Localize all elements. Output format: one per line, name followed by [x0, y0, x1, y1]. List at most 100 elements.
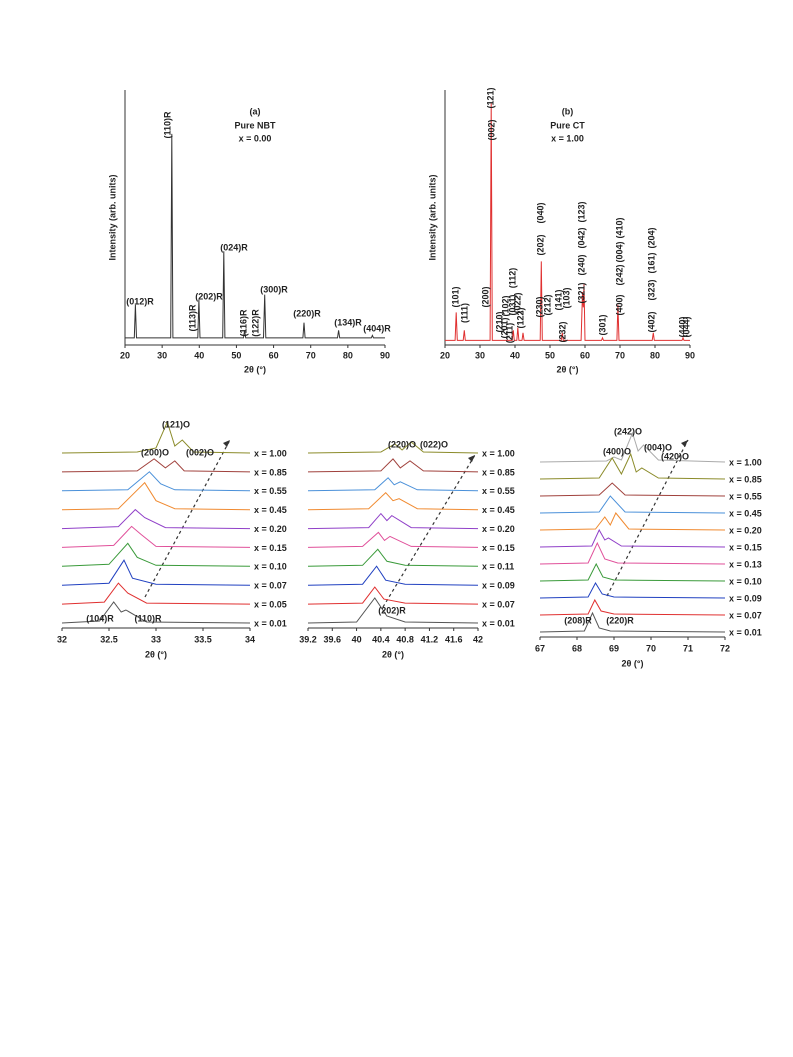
x-tick-label: 90: [685, 350, 695, 360]
x-tick-label: 40: [510, 350, 520, 360]
x-tick-label: 20: [440, 350, 450, 360]
spectrum-line: [61, 481, 251, 511]
peak-label: (002)O: [186, 447, 214, 457]
series-label: x = 0.85: [729, 474, 762, 484]
spectrum-line: [307, 586, 479, 605]
x-tick-label: 60: [580, 350, 590, 360]
peak-label: (012)R: [126, 296, 154, 306]
series-label: x = 0.09: [729, 593, 762, 603]
series-label: x = 1.00: [729, 457, 762, 467]
peak-label: (230): [534, 296, 544, 317]
x-tick-label: 41.6: [445, 634, 463, 644]
peak-label: (212): [542, 294, 552, 315]
peak-label: (232): [557, 321, 567, 342]
panel-note: x = 1.00: [551, 133, 584, 143]
peak-label: (134)R: [334, 317, 362, 327]
series-label: x = 0.45: [729, 508, 762, 518]
series-label: x = 1.00: [254, 448, 287, 458]
peak-label: (031): [507, 294, 517, 315]
x-tick-label: 30: [157, 350, 167, 360]
peak-label: (300)R: [260, 284, 288, 294]
x-tick-label: 42: [473, 634, 483, 644]
spectrum-line: [307, 565, 479, 586]
pattern-line: [125, 133, 385, 339]
peak-label: (044): [681, 316, 691, 337]
x-tick-label: 30: [475, 350, 485, 360]
x-tick-label: 90: [380, 350, 390, 360]
series-label: x = 0.55: [482, 486, 515, 496]
series-label: x = 0.01: [254, 618, 287, 628]
series-label: x = 0.15: [254, 543, 287, 553]
peak-label: (220)R: [293, 308, 321, 318]
peak-label: (400): [614, 294, 624, 315]
x-tick-label: 39.2: [299, 634, 317, 644]
series-label: x = 0.45: [482, 505, 515, 515]
spectrum-line: [307, 597, 479, 624]
spectrum-line: [307, 458, 479, 473]
peak-label: (321): [576, 282, 586, 303]
peak-label: (101): [450, 286, 460, 307]
series-label: x = 0.09: [482, 581, 515, 591]
peak-label: (220)O: [388, 439, 416, 449]
series-label: x = 0.20: [482, 524, 515, 534]
x-tick-label: 41.2: [421, 634, 439, 644]
x-tick-label: 69: [609, 643, 619, 653]
peak-label: (161): [646, 252, 656, 273]
x-tick-label: 33: [151, 634, 161, 644]
peak-label: (323): [646, 279, 656, 300]
peak-label: (404)R: [363, 323, 391, 333]
peak-label: (208)R: [564, 615, 592, 625]
peak-label: (200): [480, 286, 490, 307]
x-tick-label: 70: [306, 350, 316, 360]
x-axis-label: 2θ (°): [145, 649, 167, 659]
peak-label: (410): [614, 217, 624, 238]
x-tick-label: 67: [535, 643, 545, 653]
series-label: x = 0.10: [729, 576, 762, 586]
spectrum-line: [61, 601, 251, 624]
peak-label: (301): [597, 314, 607, 335]
arrow-head: [223, 440, 230, 447]
peak-label: (110)R: [162, 111, 172, 139]
x-tick-label: 32.5: [100, 634, 118, 644]
peak-label: (022): [512, 292, 522, 313]
x-tick-label: 34: [245, 634, 255, 644]
peak-label: (103): [561, 287, 571, 308]
y-axis-label: Intensity (arb. units): [427, 174, 437, 260]
spectrum-line: [307, 477, 479, 492]
spectrum-line: [307, 531, 479, 548]
series-label: x = 0.13: [729, 559, 762, 569]
spectrum-line: [539, 541, 726, 565]
series-label: x = 0.15: [482, 543, 515, 553]
spectrum-line: [61, 525, 251, 548]
spectrum-line: [539, 581, 726, 599]
peak-label: (110)R: [134, 613, 162, 623]
spectrum-line: [539, 495, 726, 514]
peak-label: (113)R: [187, 304, 197, 332]
spectrum-line: [539, 512, 726, 531]
series-label: x = 0.55: [729, 491, 762, 501]
series-label: x = 0.55: [254, 486, 287, 496]
peak-label: (240): [576, 254, 586, 275]
pattern-line: [445, 103, 690, 341]
peak-label: (104)R: [86, 613, 114, 623]
x-tick-label: 32: [57, 634, 67, 644]
peak-label: (024)R: [220, 242, 248, 252]
peak-label: (201): [499, 317, 509, 338]
spectrum-line: [307, 441, 479, 454]
series-label: x = 0.01: [482, 618, 515, 628]
peak-label: (204): [646, 227, 656, 248]
peak-label: (242): [614, 264, 624, 285]
series-label: x = 0.11: [482, 562, 514, 572]
spectrum-line: [61, 508, 251, 530]
series-label: x = 0.01: [729, 627, 762, 637]
spectrum-line: [539, 482, 726, 497]
x-tick-label: 71: [683, 643, 693, 653]
trend-arrow: [144, 439, 231, 598]
x-tick-label: 40: [352, 634, 362, 644]
series-label: x = 1.00: [482, 448, 515, 458]
peak-label: (420)O: [661, 451, 689, 461]
peak-label: (220)R: [606, 615, 634, 625]
spectrum-line: [539, 562, 726, 582]
series-label: x = 0.07: [254, 581, 287, 591]
